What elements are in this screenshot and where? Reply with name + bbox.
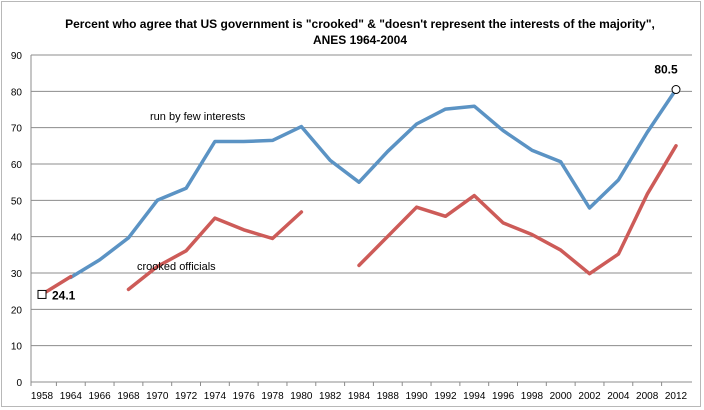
y-tick-label: 40 [11, 233, 23, 244]
axes: 0 10 20 30 40 50 60 70 80 90 1958 1964 1966 1968 1970 1… [11, 51, 692, 402]
x-tick-label: 2004 [607, 391, 630, 402]
x-tick-label: 1978 [261, 391, 284, 402]
x-tick-label: 2000 [550, 391, 573, 402]
x-tick-label: 1968 [117, 391, 140, 402]
x-tick-label: 2012 [665, 391, 688, 402]
y-tick-label: 50 [11, 196, 23, 207]
end-value-label: 80.5 [654, 63, 678, 77]
y-tick-label: 30 [11, 269, 23, 280]
series-label-crooked-officials: crooked officials [137, 261, 216, 273]
x-tick-label: 1976 [233, 391, 256, 402]
x-tick-label: 1992 [434, 391, 457, 402]
x-tick-label: 1964 [60, 391, 83, 402]
x-tick-label: 1990 [406, 391, 429, 402]
x-tick-label: 1974 [204, 391, 227, 402]
chart-title-line-1: Percent who agree that US government is … [65, 17, 655, 31]
gridlines [31, 54, 692, 347]
x-tick-label: 1994 [463, 391, 486, 402]
y-tick-label: 70 [11, 124, 23, 135]
y-tick-label: 10 [11, 342, 23, 353]
series-label-run-by-few-interests: run by few interests [150, 111, 246, 123]
y-tick-label: 80 [11, 87, 23, 98]
series-line-run-by-few-interests [69, 87, 678, 280]
x-tick-label: 1984 [348, 391, 371, 402]
series-lines [40, 87, 678, 297]
series-line-crooked-officials [40, 144, 678, 297]
x-tick-label: 1982 [319, 391, 342, 402]
x-tick-label: 2008 [636, 391, 659, 402]
x-tick-label: 1988 [377, 391, 400, 402]
start-value-label: 24.1 [52, 288, 76, 302]
x-tick-label: 1998 [521, 391, 544, 402]
y-tick-label: 0 [16, 378, 22, 389]
x-tick-label: 1958 [31, 391, 54, 402]
start-point-marker [37, 289, 47, 299]
x-tick-label: 1966 [89, 391, 112, 402]
chart-title-line-2: ANES 1964-2004 [312, 33, 408, 47]
y-tick-label: 20 [11, 305, 23, 316]
markers [37, 85, 681, 299]
y-tick-label: 90 [11, 51, 23, 62]
y-tick-label: 60 [11, 160, 23, 171]
x-tick-label: 1996 [492, 391, 515, 402]
end-point-marker [671, 85, 681, 95]
labels: 24.1 80.5 run by few interests crooked offi… [52, 63, 678, 303]
x-tick-label: 1972 [175, 391, 198, 402]
x-tick-label: 1980 [290, 391, 313, 402]
x-tick-label: 1970 [146, 391, 169, 402]
x-tick-label: 2002 [578, 391, 601, 402]
